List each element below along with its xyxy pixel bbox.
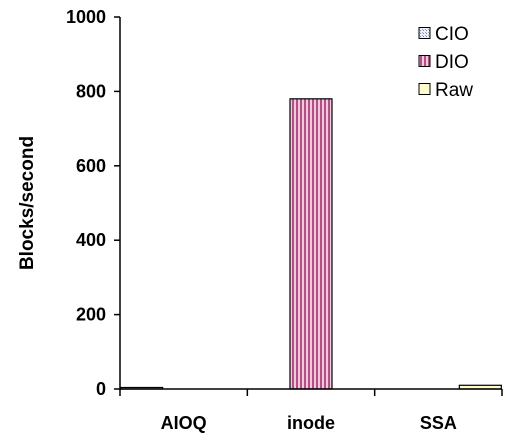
y-tick-label: 600 — [76, 156, 106, 176]
legend-swatch-raw — [418, 83, 431, 95]
bars-layer — [120, 98, 502, 390]
legend-label-cio: CIO — [435, 24, 469, 45]
axes-layer — [114, 16, 503, 396]
x-tick-label-aioq: AIOQ — [161, 413, 207, 433]
y-tick-label: 200 — [76, 305, 106, 325]
x-tick-label-ssa: SSA — [420, 413, 457, 433]
bar-dio-inode — [289, 98, 333, 390]
y-tick-label: 0 — [96, 379, 106, 399]
legend-label-raw: Raw — [435, 80, 473, 101]
y-tick-label: 400 — [76, 230, 106, 250]
y-tick-label: 800 — [76, 81, 106, 101]
legend-swatch-dio — [418, 55, 431, 67]
legend-label-dio: DIO — [435, 52, 469, 73]
labels-layer: 0 200 400 600 800 1000 AIOQ inode SSA Blocks/seco… — [17, 7, 457, 433]
y-axis-label: Blocks/second — [17, 136, 38, 270]
legend-swatch-cio — [418, 27, 431, 39]
y-tick-label: 1000 — [66, 7, 106, 27]
legend: CIO DIO Raw — [418, 24, 473, 101]
x-tick-label-inode: inode — [287, 413, 335, 433]
